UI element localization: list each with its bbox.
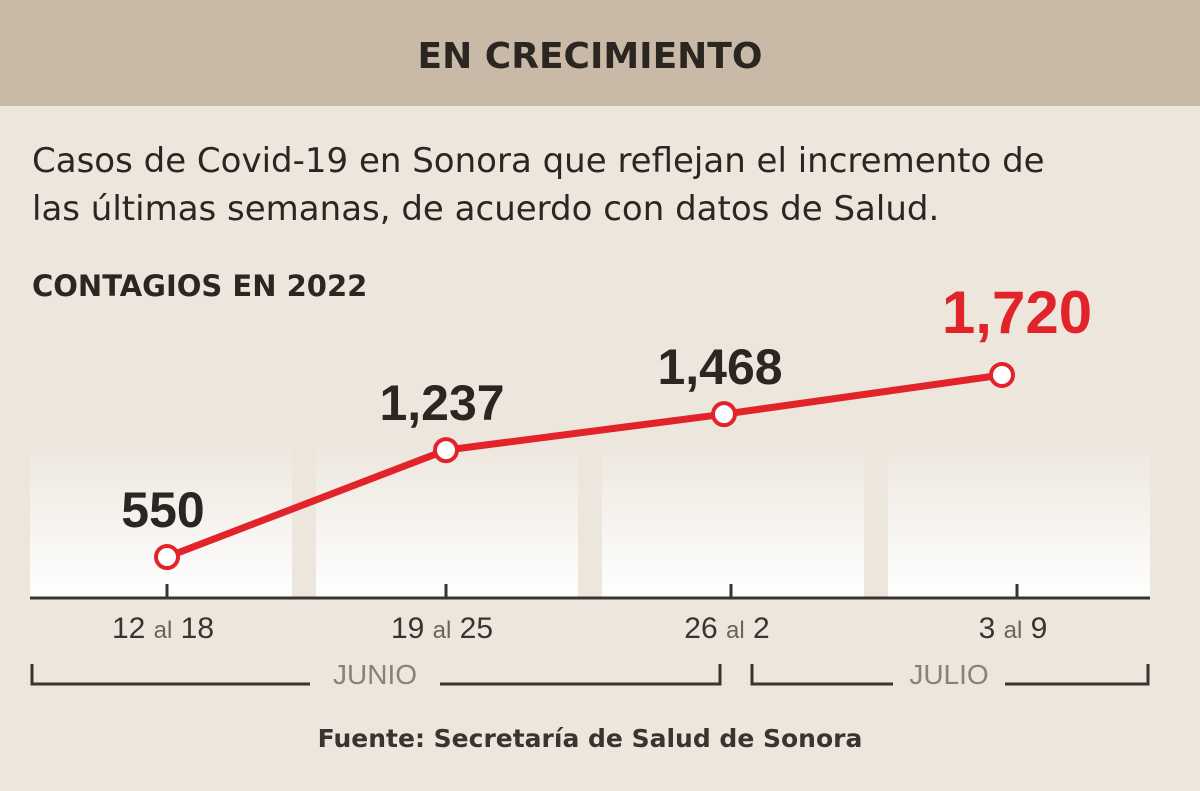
month-julio: JULIO <box>909 659 988 690</box>
data-point <box>991 364 1013 386</box>
x-tick-label: 12 al 18 <box>112 612 214 645</box>
column-band <box>316 440 578 598</box>
data-point <box>156 546 178 568</box>
junio-bracket-right <box>440 664 720 684</box>
source-note: Fuente: Secretaría de Salud de Sonora <box>318 724 863 753</box>
data-label: 1,237 <box>379 375 504 431</box>
julio-bracket-right <box>1005 664 1148 684</box>
chart-title: CONTAGIOS EN 2022 <box>32 269 367 303</box>
data-label: 550 <box>121 482 204 538</box>
chart: EN CRECIMIENTO Casos de Covid-19 en Sono… <box>0 0 1200 791</box>
subtitle-line-2: las últimas semanas, de acuerdo con dato… <box>32 189 939 229</box>
header-title: EN CRECIMIENTO <box>418 36 763 77</box>
month-brackets: JUNIO JULIO <box>32 659 1148 690</box>
x-tick-label: 19 al 25 <box>391 612 493 645</box>
column-band <box>602 440 864 598</box>
subtitle-line-1: Casos de Covid-19 en Sonora que reflejan… <box>32 141 1045 181</box>
series-line <box>167 375 1002 557</box>
x-tick-label: 26 al 2 <box>684 612 769 645</box>
junio-bracket-left <box>32 664 310 684</box>
julio-bracket-left <box>752 664 893 684</box>
column-band <box>888 440 1150 598</box>
x-tick-label: 3 al 9 <box>979 612 1048 645</box>
data-point <box>435 439 457 461</box>
data-label: 1,468 <box>657 339 782 395</box>
data-point <box>713 403 735 425</box>
month-junio: JUNIO <box>333 659 417 690</box>
data-label: 1,720 <box>942 279 1092 346</box>
